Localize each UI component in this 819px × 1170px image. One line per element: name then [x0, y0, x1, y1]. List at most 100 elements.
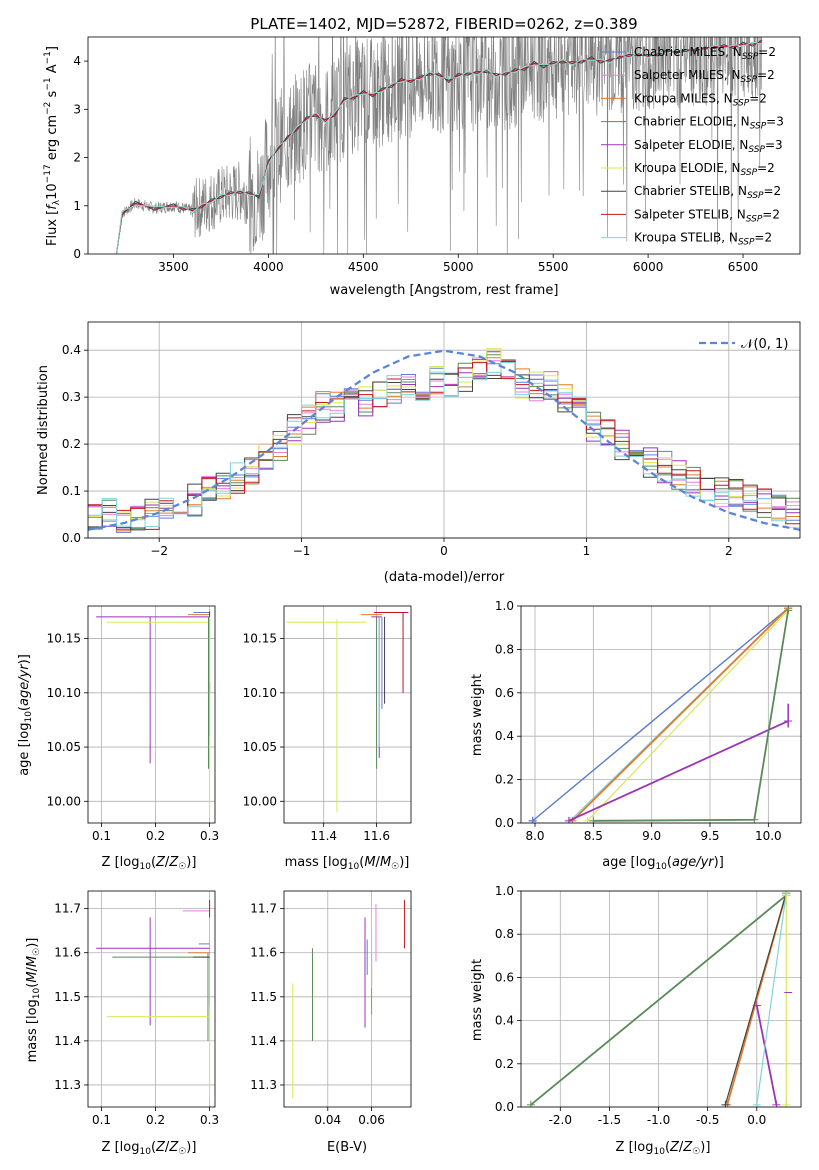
x-tick-label: 0.3 — [200, 1113, 219, 1127]
y-tick-label: 0.8 — [495, 927, 514, 941]
y-tick-label: 11.4 — [250, 1034, 277, 1048]
chart-title: PLATE=1402, MJD=52872, FIBERID=0262, z=0… — [250, 15, 637, 33]
legend-label: Salpeter ELODIE, NSSP=3 — [634, 138, 783, 155]
y-tick-label: 1.0 — [495, 884, 514, 898]
axes: 0.1 0.2 0.3 11.3 11.4 11.5 11.6 11.7 — [54, 890, 219, 1127]
x-tick-label: 0.0 — [747, 1113, 766, 1127]
legend-value: =3 — [766, 115, 784, 129]
legend-value: =2 — [757, 68, 775, 82]
y-tick-label: 10.10 — [243, 686, 277, 700]
legend-value: =2 — [754, 231, 772, 245]
legend-label: Chabrier STELIB, NSSP=2 — [634, 184, 781, 201]
legend-label: Kroupa ELODIE, NSSP=2 — [634, 161, 775, 178]
axes-frame — [87, 605, 216, 824]
x-tick-label: 4500 — [348, 260, 379, 274]
legend-label: Chabrier MILES, NSSP=2 — [634, 45, 776, 62]
plot-area — [96, 611, 211, 818]
y-tick-label: 11.5 — [54, 990, 81, 1004]
axes-frame — [520, 605, 802, 824]
legend-subscript: SSP — [747, 191, 764, 201]
y-tick-label: 11.3 — [54, 1078, 81, 1092]
x-axis-label: (data-model)/error — [384, 570, 505, 585]
legend: Chabrier MILES, NSSP=2 Salpeter MILES, NS… — [601, 45, 784, 248]
weight-vs-age-panel: 8.0 8.5 9.0 9.5 10.0 0.0 0.2 0.4 0.6 0.8 1.0 age [… — [470, 599, 802, 872]
y-tick-label: 1 — [73, 199, 81, 213]
y-tick-label: 0.4 — [495, 729, 514, 743]
legend-subscript: SSP — [733, 98, 750, 108]
y-tick-label: 0.0 — [495, 816, 514, 830]
axes-frame — [87, 36, 801, 255]
axes-frame — [283, 605, 412, 824]
y-tick-label: 0.0 — [62, 531, 81, 545]
axes-frame — [520, 890, 802, 1108]
x-tick-label: 0.3 — [200, 829, 219, 843]
axes: -2.0 -1.5 -1.0 -0.5 0.0 0.0 0.2 0.4 0.6 0.8 1.0 — [495, 884, 802, 1127]
x-axis-label: mass [log10(M/M☉)] — [285, 855, 410, 872]
weight-line-chabrier-elodie — [593, 610, 790, 822]
x-axis-label: E(B-V) — [327, 1140, 367, 1155]
x-tick-label: 2 — [725, 544, 733, 558]
y-tick-label: 10.10 — [47, 686, 81, 700]
y-tick-label: 0.2 — [495, 1057, 514, 1071]
legend-label: Salpeter MILES, NSSP=2 — [634, 68, 775, 85]
x-axis-label: Z [log10(Z/Z☉)] — [102, 1140, 197, 1157]
y-tick-label: 0 — [73, 247, 81, 261]
grid — [88, 606, 215, 823]
y-tick-label: 11.4 — [54, 1034, 81, 1048]
y-tick-label: 0.3 — [62, 390, 81, 404]
axes: −2 −1 0 1 2 0.0 0.1 0.2 0.3 0.4 — [62, 321, 801, 558]
plot-area — [286, 612, 409, 813]
y-tick-label: 3 — [73, 102, 81, 116]
weight-line-chabrier-stelib — [724, 892, 787, 1106]
model-line-kroupa-stelib — [116, 41, 763, 254]
plot-area — [116, 37, 763, 254]
legend-label: Kroupa STELIB, NSSP=2 — [634, 231, 772, 248]
x-tick-label: −2 — [150, 544, 168, 558]
y-tick-label: 11.5 — [250, 990, 277, 1004]
y-axis-label: mass weight — [470, 959, 485, 1041]
y-tick-label: 11.7 — [54, 902, 81, 916]
mass-vs-ebv-panel: 0.04 0.06 11.3 11.4 11.5 11.6 11.7 E(B-V) — [250, 890, 412, 1155]
legend-subscript: SSP — [741, 75, 758, 85]
legend-label: Chabrier ELODIE, NSSP=3 — [634, 115, 784, 132]
x-tick-label: 0.2 — [146, 829, 165, 843]
y-tick-label: 0.0 — [495, 1100, 514, 1114]
legend-subscript: SSP — [741, 168, 758, 178]
y-axis-label: Normed distribution — [36, 365, 51, 495]
x-tick-label: 6500 — [728, 260, 759, 274]
legend-value: =2 — [764, 184, 782, 198]
legend-value: =2 — [749, 91, 767, 105]
legend-subscript: SSP — [742, 52, 759, 62]
plot-area — [88, 348, 800, 533]
legend-subscript: SSP — [746, 214, 763, 224]
y-tick-label: 10.05 — [243, 740, 277, 754]
legend-label: 𝒩(0, 1) — [741, 337, 788, 352]
mass-vs-Z-panel: 0.1 0.2 0.3 11.3 11.4 11.5 11.6 11.7 Z [log10(Z… — [25, 890, 219, 1157]
age-vs-mass-panel: 11.4 11.6 10.00 10.05 10.10 10.15 mass [log10… — [243, 605, 412, 872]
legend: 𝒩(0, 1) — [699, 337, 788, 352]
y-tick-label: 0.4 — [62, 343, 81, 357]
axes-frame — [87, 890, 216, 1108]
y-tick-label: 10.05 — [47, 740, 81, 754]
plot-area — [528, 606, 793, 823]
spectrum-panel: PLATE=1402, MJD=52872, FIBERID=0262, z=0… — [43, 15, 801, 298]
y-tick-label: 10.15 — [47, 632, 81, 646]
residual-panel: −2 −1 0 1 2 0.0 0.1 0.2 0.3 0.4 𝒩(0, 1) (data-mode… — [36, 321, 801, 585]
normal-curve — [88, 349, 800, 531]
y-axis-label: mass [log10(M/M☉)] — [25, 938, 42, 1063]
x-tick-label: 0 — [440, 544, 448, 558]
legend-value: =3 — [765, 138, 783, 152]
y-tick-label: 0.4 — [495, 1014, 514, 1028]
age-vs-Z-panel: 0.1 0.2 0.3 10.00 10.05 10.10 10.15 Z [log10(Z… — [17, 605, 219, 872]
legend-value: =2 — [757, 161, 775, 175]
grid — [284, 891, 411, 1107]
axes-frame — [283, 890, 412, 1108]
x-tick-label: 0.1 — [92, 829, 111, 843]
x-tick-label: 3500 — [158, 260, 189, 274]
x-axis-label: Z [log10(Z/Z☉)] — [616, 1140, 711, 1157]
weight-line-chabrier-elodie — [530, 894, 787, 1106]
x-tick-label: -2.0 — [549, 1113, 572, 1127]
weight-line-salpeter-elodie — [568, 720, 789, 822]
axes: 8.0 8.5 9.0 9.5 10.0 0.0 0.2 0.4 0.6 0.8 1.0 — [495, 599, 802, 843]
